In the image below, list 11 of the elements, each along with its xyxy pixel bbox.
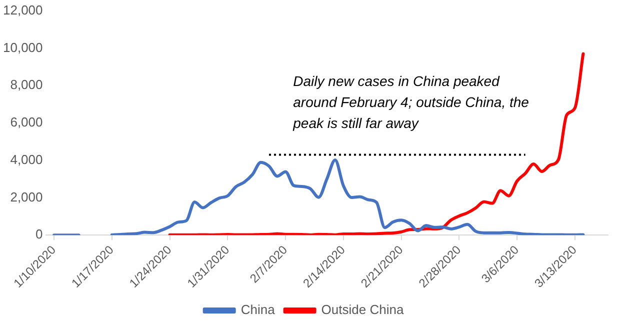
legend-label: China [240,302,276,318]
y-tick-label: 0 [36,226,43,242]
y-tick-label: 10,000 [2,40,43,55]
y-tick-label: 8,000 [10,77,43,92]
y-tick-label: 12,000 [2,2,43,18]
line-series [168,52,585,236]
legend-label: Outside China [321,302,404,318]
annotation: Daily new cases in China peaked around February 4; outside China, the peak is still far away [292,72,530,131]
y-tick-label: 2,000 [10,189,43,204]
y-tick-label: 6,000 [10,114,43,130]
y-tick-label: 4,000 [10,152,43,167]
